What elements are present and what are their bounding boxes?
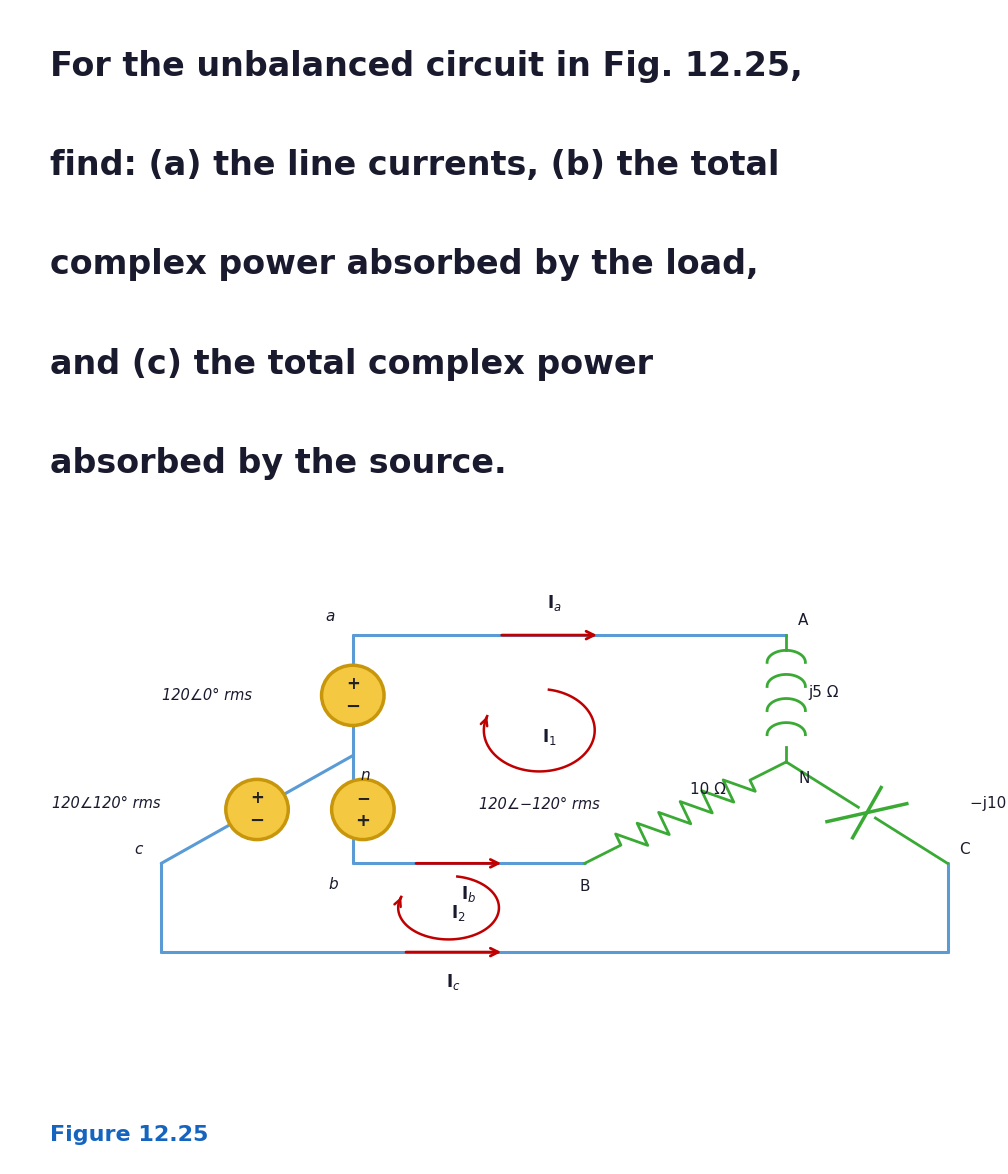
- Text: −: −: [345, 697, 361, 716]
- Text: Figure 12.25: Figure 12.25: [50, 1125, 209, 1145]
- Text: absorbed by the source.: absorbed by the source.: [50, 447, 507, 480]
- Text: 120∠−120° rms: 120∠−120° rms: [479, 797, 600, 812]
- Text: 120∠120° rms: 120∠120° rms: [51, 796, 160, 810]
- Text: $\mathbf{I}_a$: $\mathbf{I}_a$: [547, 593, 561, 613]
- Text: −: −: [356, 789, 370, 807]
- Text: b: b: [328, 877, 338, 892]
- Text: B: B: [580, 879, 590, 895]
- Ellipse shape: [332, 780, 394, 839]
- Text: $\mathbf{I}_2$: $\mathbf{I}_2$: [452, 903, 466, 923]
- Text: $\mathbf{I}_c$: $\mathbf{I}_c$: [447, 972, 461, 992]
- Text: −: −: [249, 812, 265, 830]
- Ellipse shape: [226, 780, 288, 839]
- Text: c: c: [135, 842, 143, 857]
- Text: and (c) the total complex power: and (c) the total complex power: [50, 348, 653, 380]
- Text: complex power absorbed by the load,: complex power absorbed by the load,: [50, 249, 759, 282]
- Text: $\mathbf{I}_1$: $\mathbf{I}_1$: [542, 727, 556, 747]
- Text: −j10 Ω: −j10 Ω: [970, 796, 1008, 810]
- Text: +: +: [356, 812, 370, 830]
- Text: find: (a) the line currents, (b) the total: find: (a) the line currents, (b) the tot…: [50, 149, 780, 182]
- Text: +: +: [250, 789, 264, 807]
- Text: n: n: [361, 768, 371, 783]
- Text: 10 Ω: 10 Ω: [690, 782, 727, 797]
- Text: For the unbalanced circuit in Fig. 12.25,: For the unbalanced circuit in Fig. 12.25…: [50, 49, 803, 82]
- Text: $\mathbf{I}_b$: $\mathbf{I}_b$: [461, 884, 477, 904]
- Text: C: C: [960, 842, 971, 857]
- Text: a: a: [326, 609, 335, 623]
- Text: 120∠0° rms: 120∠0° rms: [161, 688, 252, 703]
- Text: +: +: [346, 675, 360, 693]
- Text: N: N: [798, 771, 809, 787]
- Text: A: A: [798, 613, 808, 628]
- Ellipse shape: [322, 666, 384, 726]
- Text: j5 Ω: j5 Ω: [808, 684, 839, 700]
